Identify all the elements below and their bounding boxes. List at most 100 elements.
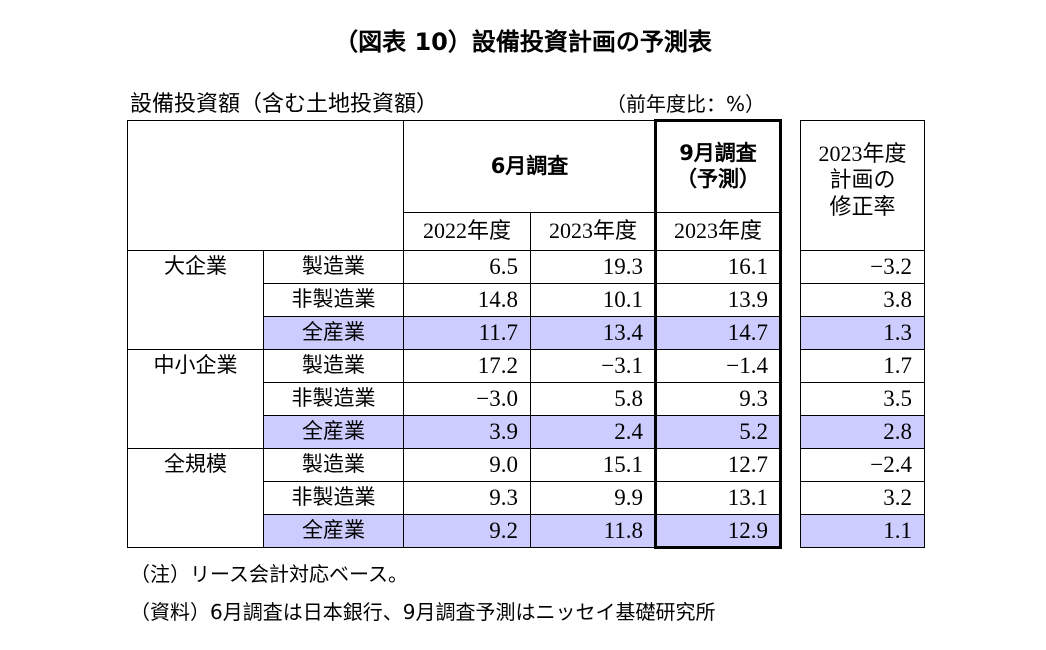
cell-text: 2023年度 (548, 218, 637, 244)
value-cell: 3.5 (800, 382, 925, 416)
cell-text: 13.1 (727, 485, 768, 511)
cell-text: −3.0 (476, 386, 518, 412)
value-cell: 11.8 (530, 514, 656, 548)
cell-text: 製造業 (302, 353, 365, 378)
cell-text: 非製造業 (291, 485, 376, 510)
cell-text: 5.8 (614, 386, 643, 412)
cell-text: 全規模 (164, 452, 227, 476)
value-cell: 13.1 (655, 481, 781, 515)
group-name: 中小企業 (127, 349, 264, 449)
cell-text: 1.3 (883, 320, 912, 346)
value-cell: 10.1 (530, 283, 656, 317)
cell-text: 9.2 (489, 518, 518, 544)
value-cell: 14.7 (655, 316, 781, 350)
cell-text: 10.1 (602, 287, 643, 313)
cell-text: 9.0 (489, 452, 518, 478)
value-cell: −3.1 (530, 349, 656, 383)
cell-text: 中小企業 (153, 353, 238, 377)
cell-text: 15.1 (602, 452, 643, 478)
value-cell: −3.2 (800, 250, 925, 284)
cell-text: 14.8 (477, 287, 518, 313)
segment: 全産業 (263, 316, 404, 350)
cell-text: 12.9 (727, 518, 768, 544)
header-sept: 9月調査 （予測） (655, 120, 781, 213)
cell-text: −2.4 (870, 452, 912, 478)
cell-text: 計画の (829, 167, 896, 193)
value-cell: −1.4 (655, 349, 781, 383)
value-cell: 6.5 (403, 250, 531, 284)
cell-text: −3.2 (870, 254, 912, 280)
cell-text: 修正率 (829, 193, 896, 219)
cell-text: −1.4 (726, 353, 768, 379)
value-cell: 13.4 (530, 316, 656, 350)
unit-label: （前年度比：%） (606, 92, 766, 116)
value-cell: 5.8 (530, 382, 656, 416)
value-cell: 13.9 (655, 283, 781, 317)
value-cell: 9.3 (655, 382, 781, 416)
cell-text: 9.9 (614, 485, 643, 511)
cell-text: 9.3 (739, 386, 768, 412)
cell-text: 全産業 (302, 320, 365, 345)
value-cell: 2.8 (800, 415, 925, 449)
value-cell: 15.1 (530, 448, 656, 482)
cell-text: 大企業 (164, 254, 227, 278)
cell-text: 13.9 (727, 287, 768, 313)
value-cell: 17.2 (403, 349, 531, 383)
header-year: 2023年度 (530, 212, 656, 251)
cell-text: 1.7 (883, 353, 912, 379)
cell-text: 全産業 (302, 419, 365, 444)
title: （図表 10）設備投資計画の予測表 (334, 28, 712, 56)
header-blank (127, 120, 404, 251)
value-cell: −2.4 (800, 448, 925, 482)
cell-text: 13.4 (602, 320, 643, 346)
cell-text: 非製造業 (291, 386, 376, 411)
value-cell: 3.8 (800, 283, 925, 317)
segment: 非製造業 (263, 382, 404, 416)
cell-text: 2023年度 (818, 141, 907, 166)
cell-text: 3.9 (489, 419, 518, 445)
note: （注）リース会計対応ベース。 (130, 562, 408, 586)
value-cell: 1.7 (800, 349, 925, 383)
value-cell: −3.0 (403, 382, 531, 416)
cell-text: 非製造業 (291, 287, 376, 312)
segment: 非製造業 (263, 481, 404, 515)
cell-text: 全産業 (302, 518, 365, 543)
cell-text: 6月調査 (490, 153, 569, 178)
cell-text: 3.8 (883, 287, 912, 313)
segment: 全産業 (263, 415, 404, 449)
cell-text: 2.8 (883, 419, 912, 445)
cell-text: 14.7 (727, 320, 768, 346)
cell-text: 6.5 (489, 254, 518, 280)
header-revision: 2023年度 計画の 修正率 (800, 120, 925, 251)
value-cell: 5.2 (655, 415, 781, 449)
cell-text: 11.8 (603, 518, 643, 544)
cell-text: 11.7 (478, 320, 518, 346)
cell-text: 5.2 (739, 419, 768, 445)
cell-text: 2022年度 (422, 218, 511, 244)
value-cell: 16.1 (655, 250, 781, 284)
value-cell: 9.3 (403, 481, 531, 515)
source-note: （資料）6月調査は日本銀行、9月調査予測はニッセイ基礎研究所 (130, 600, 716, 624)
value-cell: 19.3 (530, 250, 656, 284)
value-cell: 14.8 (403, 283, 531, 317)
value-cell: 12.7 (655, 448, 781, 482)
cell-text: 2.4 (614, 419, 643, 445)
value-cell: 9.9 (530, 481, 656, 515)
segment: 製造業 (263, 448, 404, 482)
value-cell: 1.3 (800, 316, 925, 350)
group-name: 全規模 (127, 448, 264, 548)
value-cell: 12.9 (655, 514, 781, 548)
value-cell: 3.9 (403, 415, 531, 449)
header-year: 2022年度 (403, 212, 531, 251)
cell-text: 3.2 (883, 485, 912, 511)
value-cell: 9.0 (403, 448, 531, 482)
cell-text: 19.3 (602, 254, 643, 280)
value-cell: 2.4 (530, 415, 656, 449)
cell-text: 16.1 (727, 254, 768, 280)
cell-text: −3.1 (601, 353, 643, 379)
segment: 製造業 (263, 250, 404, 284)
cell-text: 製造業 (302, 254, 365, 279)
value-cell: 3.2 (800, 481, 925, 515)
header-june: 6月調査 (403, 120, 656, 213)
